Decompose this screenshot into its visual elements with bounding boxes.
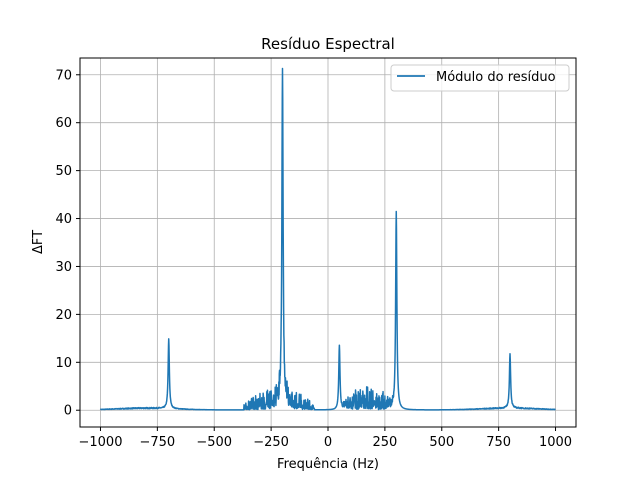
y-tick-label: 70 — [55, 68, 72, 83]
legend-box — [390, 64, 570, 92]
x-tick-label: −750 — [139, 435, 175, 450]
x-tick-label: −500 — [196, 435, 232, 450]
series-layer — [99, 67, 557, 411]
legend: Módulo do resíduo — [390, 64, 570, 92]
x-tick-label: −250 — [253, 435, 289, 450]
x-axis-label: Frequência (Hz) — [277, 457, 379, 472]
y-tick-label: 40 — [55, 212, 72, 227]
x-axis-ticks: −1000 −750 −500 −250 0 250 500 750 1000 — [78, 427, 572, 450]
y-tick-label: 20 — [55, 308, 72, 323]
y-tick-label: 50 — [55, 164, 72, 179]
y-tick-label: 30 — [55, 260, 72, 275]
y-tick-label: 0 — [64, 404, 72, 419]
legend-label: Módulo do resíduo — [436, 70, 556, 85]
y-axis-ticks: 0 10 20 30 40 50 60 70 — [55, 68, 80, 419]
x-tick-label: 250 — [372, 435, 397, 450]
y-axis-label: ΔFT — [31, 230, 46, 254]
y-tick-label: 60 — [55, 116, 72, 131]
x-tick-label: −1000 — [78, 435, 122, 450]
x-tick-label: 1000 — [539, 435, 572, 450]
x-tick-label: 750 — [486, 435, 511, 450]
chart-title: Resíduo Espectral — [261, 35, 395, 53]
x-tick-label: 0 — [324, 435, 332, 450]
residual-magnitude-line — [99, 67, 557, 411]
y-tick-label: 10 — [55, 356, 72, 371]
x-tick-label: 500 — [429, 435, 454, 450]
